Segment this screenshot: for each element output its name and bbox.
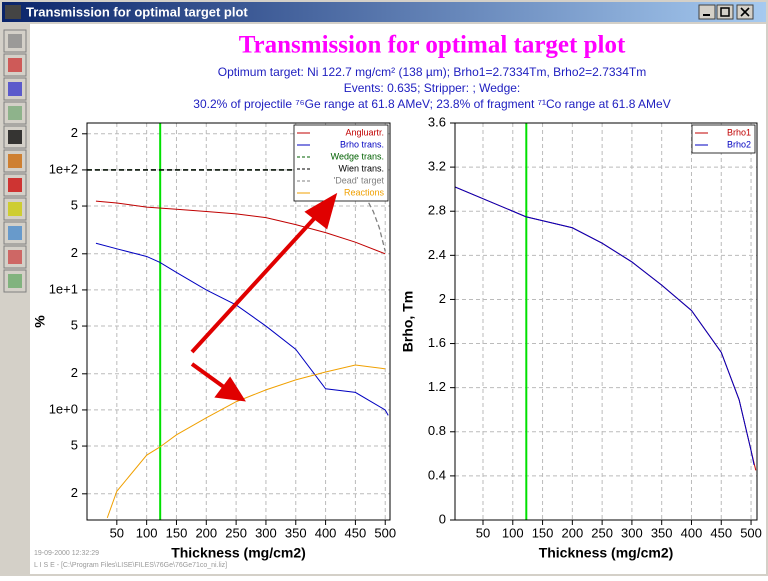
- subtitle: Events: 0.635; Stripper: ; Wedge:: [344, 81, 521, 95]
- series-line: [95, 200, 386, 255]
- series-line: [455, 186, 755, 465]
- x-tick-label: 500: [374, 525, 396, 540]
- tool-icon: [8, 226, 22, 240]
- minimize-glyph: [703, 14, 710, 16]
- tool-icon: [8, 34, 22, 48]
- legend-label: Angluartr.: [345, 127, 384, 137]
- tool-icon: [8, 178, 22, 192]
- y-tick-label: 2.8: [428, 203, 446, 218]
- legend-label: Brho1: [727, 127, 751, 137]
- y-tick-label: 1e+2: [49, 161, 78, 176]
- y-tick-label: 2: [439, 291, 446, 306]
- arrow-shaft: [190, 362, 230, 392]
- y-tick-label: 2: [71, 365, 78, 380]
- y-tick-label: 2: [71, 245, 78, 260]
- close-glyph: [740, 7, 750, 17]
- minimize-button[interactable]: [698, 4, 716, 20]
- tool-icon: [8, 82, 22, 96]
- x-tick-label: 200: [195, 525, 217, 540]
- legend-label: Brho2: [727, 139, 751, 149]
- x-tick-label: 150: [532, 525, 554, 540]
- footer-text: 19-09-2000 12:32:29: [34, 550, 99, 557]
- tool-icon: [8, 106, 22, 120]
- tool-icon: [8, 58, 22, 72]
- y-tick-label: 1.2: [428, 379, 446, 394]
- x-tick-label: 450: [710, 525, 732, 540]
- tool-icon: [8, 154, 22, 168]
- y-tick-label: 3.2: [428, 159, 446, 174]
- x-tick-label: 400: [681, 525, 703, 540]
- arrow-head: [214, 376, 246, 402]
- arrow-shaft: [190, 208, 324, 354]
- y-tick-label: 5: [71, 317, 78, 332]
- legend-box: [293, 124, 389, 202]
- x-axis-label: Thickness (mg/cm2): [171, 545, 306, 561]
- legend-label: Wien trans.: [338, 163, 384, 173]
- series-line: [106, 364, 386, 519]
- y-tick-label: 0.4: [428, 467, 446, 482]
- y-axis-label: Brho, Tm: [400, 291, 416, 352]
- y-tick-label: 1e+1: [49, 281, 78, 296]
- y-tick-label: 1.6: [428, 335, 446, 350]
- subtitle: Optimum target: Ni 122.7 mg/cm² (138 µm)…: [218, 65, 646, 79]
- y-tick-label: 2: [71, 125, 78, 140]
- y-tick-label: 1e+0: [49, 401, 78, 416]
- y-tick-label: 3.6: [428, 114, 446, 129]
- plot-frame: [454, 122, 758, 521]
- y-tick-label: 5: [71, 197, 78, 212]
- y-tick-label: 2: [71, 485, 78, 500]
- x-tick-label: 50: [110, 525, 124, 540]
- tool-icon: [8, 250, 22, 264]
- toolbar: [3, 29, 27, 293]
- tool-icon: [8, 130, 22, 144]
- x-tick-label: 200: [561, 525, 583, 540]
- x-tick-label: 250: [591, 525, 613, 540]
- maximize-glyph: [720, 7, 730, 17]
- series-line: [364, 195, 386, 252]
- app-icon: [5, 5, 21, 19]
- footer-text: L I S E - [C:\Program Files\LISE\FILES\7…: [34, 562, 227, 569]
- x-axis-label: Thickness (mg/cm2): [539, 545, 674, 561]
- legend-label: 'Dead' target: [334, 175, 385, 185]
- title-bar: [2, 2, 766, 22]
- legend-label: Wedge trans.: [331, 151, 384, 161]
- chart: 0 0.4 0.8 1.2 1.6 2 2.4 2.8 3.2 3.6 50 100 150 200 250…: [400, 114, 762, 560]
- x-tick-label: 350: [285, 525, 307, 540]
- legend-label: Reactions: [344, 187, 385, 197]
- plot-frame: [86, 122, 391, 521]
- y-tick-label: 0.8: [428, 423, 446, 438]
- x-tick-label: 100: [136, 525, 158, 540]
- plot-canvas: [30, 24, 766, 574]
- x-tick-label: 150: [166, 525, 188, 540]
- annotation-arrows: [190, 192, 338, 402]
- y-tick-label: 0: [439, 511, 446, 526]
- x-tick-label: 500: [740, 525, 762, 540]
- x-tick-label: 50: [476, 525, 490, 540]
- plot-title: Transmission for optimal target plot: [239, 32, 626, 59]
- tool-icon: [8, 274, 22, 288]
- x-tick-label: 300: [255, 525, 277, 540]
- x-tick-label: 300: [621, 525, 643, 540]
- x-tick-label: 350: [651, 525, 673, 540]
- arrow-head: [304, 192, 338, 230]
- y-axis-label: %: [32, 315, 48, 328]
- x-tick-label: 100: [502, 525, 524, 540]
- window-buttons: [698, 4, 754, 20]
- maximize-button[interactable]: [716, 4, 734, 20]
- y-tick-label: 5: [71, 437, 78, 452]
- legend-label: Brho trans.: [340, 139, 384, 149]
- y-tick-label: 2.4: [428, 247, 446, 262]
- tool-icon: [8, 202, 22, 216]
- x-tick-label: 250: [225, 525, 247, 540]
- legend-box: [691, 124, 756, 154]
- window-title: Transmission for optimal target plot: [26, 4, 248, 19]
- x-tick-label: 450: [345, 525, 367, 540]
- x-tick-label: 400: [315, 525, 337, 540]
- subtitle: 30.2% of projectile ⁷⁶Ge range at 61.8 A…: [193, 97, 670, 111]
